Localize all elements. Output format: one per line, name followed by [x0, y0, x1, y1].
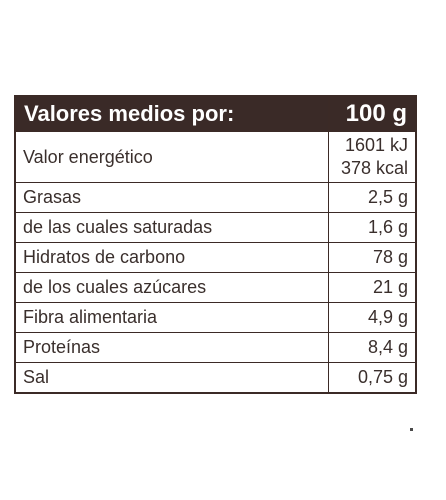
- table-row-energy: Valor energético 1601 kJ 378 kcal: [14, 130, 417, 183]
- row-value-sugars: 21 g: [328, 272, 417, 303]
- table-row: Hidratos de carbono 78 g: [14, 242, 417, 273]
- row-label-fat: Grasas: [14, 182, 330, 213]
- row-label-sugars: de los cuales azúcares: [14, 272, 330, 303]
- row-value-protein: 8,4 g: [328, 332, 417, 363]
- row-value-fat: 2,5 g: [328, 182, 417, 213]
- row-value-fibre: 4,9 g: [328, 302, 417, 333]
- nutrition-facts-table: Valores medios por: 100 g Valor energéti…: [14, 95, 418, 394]
- row-label-protein: Proteínas: [14, 332, 330, 363]
- table-header-row: Valores medios por: 100 g: [14, 95, 418, 132]
- table-row: Proteínas 8,4 g: [14, 332, 417, 363]
- header-label: Valores medios por:: [14, 95, 330, 132]
- table-row: Sal 0,75 g: [14, 362, 417, 394]
- row-label-saturates: de las cuales saturadas: [14, 212, 330, 243]
- table-row: de las cuales saturadas 1,6 g: [14, 212, 417, 243]
- print-mark: [410, 428, 413, 431]
- table-row: Fibra alimentaria 4,9 g: [14, 302, 417, 333]
- energy-label: Valor energético: [14, 130, 330, 183]
- row-label-salt: Sal: [14, 362, 330, 394]
- row-label-fibre: Fibra alimentaria: [14, 302, 330, 333]
- row-value-saturates: 1,6 g: [328, 212, 417, 243]
- energy-kcal: 378 kcal: [340, 158, 408, 178]
- row-label-carbohydrate: Hidratos de carbono: [14, 242, 330, 273]
- table-row: Grasas 2,5 g: [14, 182, 417, 213]
- energy-value: 1601 kJ 378 kcal: [328, 130, 417, 183]
- table-row: de los cuales azúcares 21 g: [14, 272, 417, 303]
- row-value-salt: 0,75 g: [328, 362, 417, 394]
- row-value-carbohydrate: 78 g: [328, 242, 417, 273]
- energy-kj: 1601 kJ: [344, 135, 408, 155]
- header-amount: 100 g: [327, 95, 418, 132]
